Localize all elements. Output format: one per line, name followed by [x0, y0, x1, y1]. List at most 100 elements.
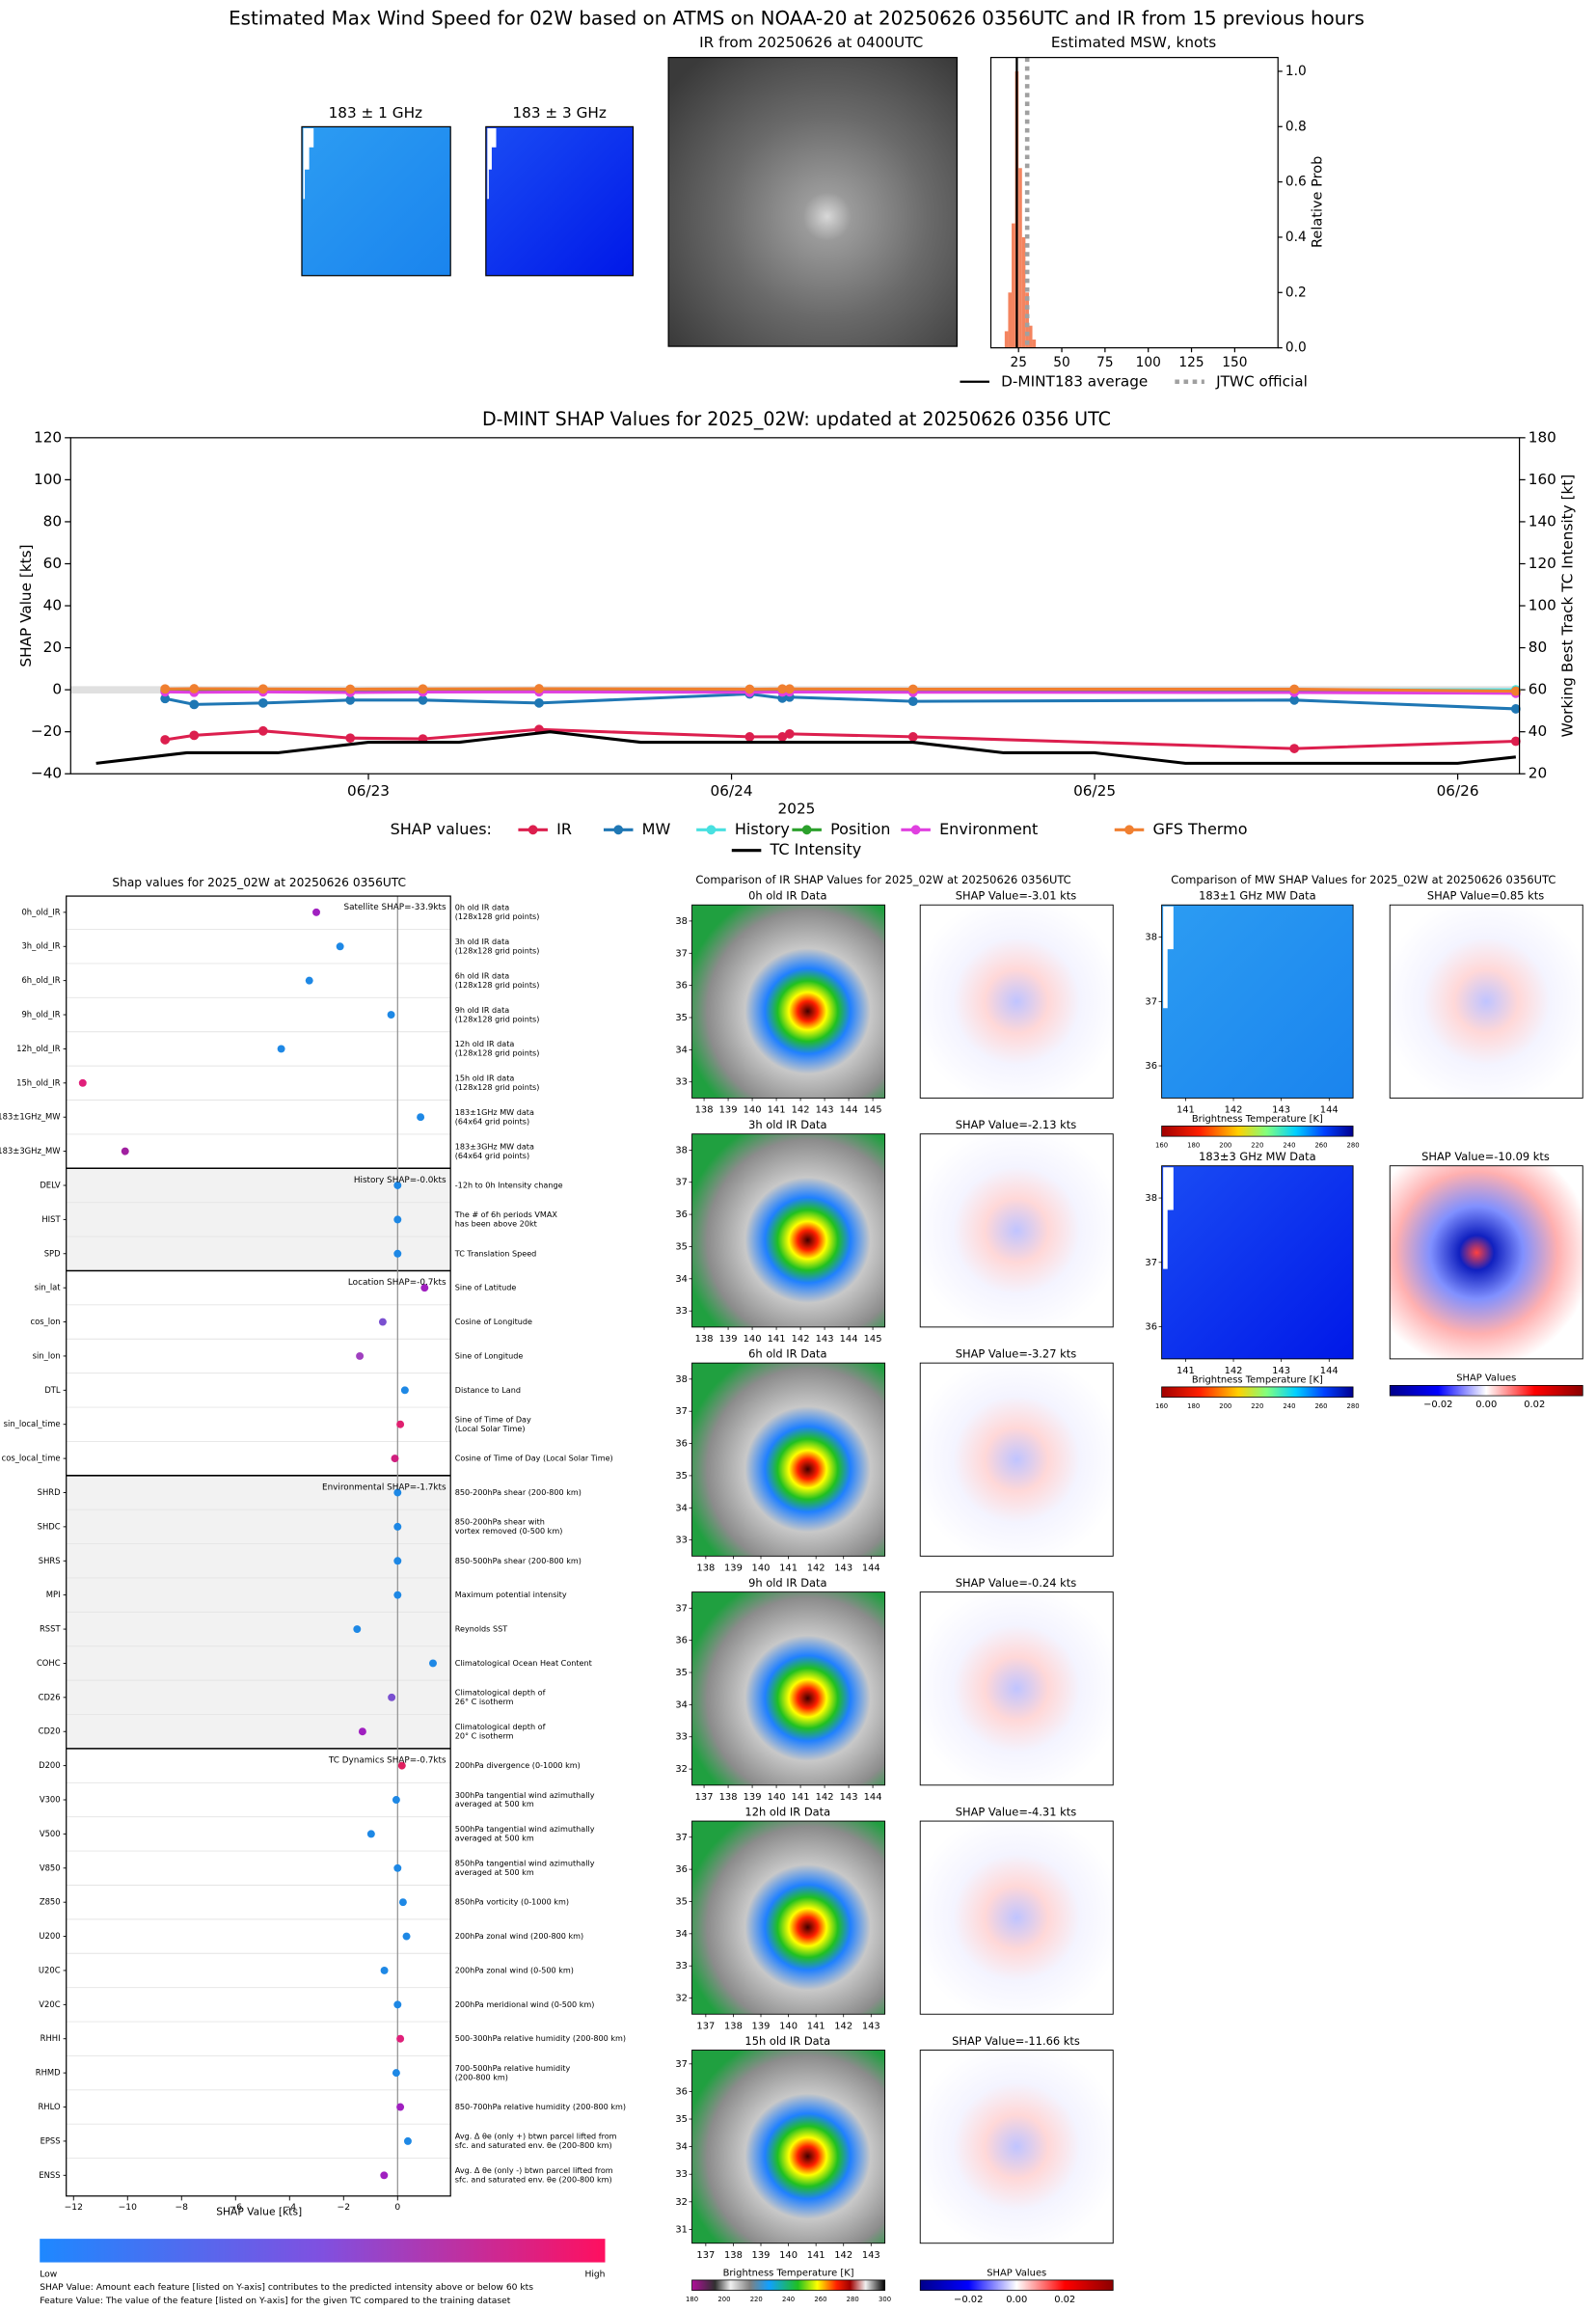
feature-description: (128x128 grid points)	[455, 911, 540, 921]
colorbar-title: SHAP Values	[987, 2268, 1046, 2278]
y-tick-label: 35	[675, 1896, 688, 1907]
y-tick-label: 38	[675, 916, 688, 927]
colorbar-tick-label: 160	[1155, 1141, 1168, 1149]
x-axis-label: SHAP Value [kts]	[216, 2206, 302, 2218]
shap-image	[919, 1133, 1114, 1328]
x-tick-label: 125	[1178, 355, 1204, 370]
colorbar-tick-label: 260	[1314, 1402, 1327, 1410]
feature-description: 183±1GHz MW data	[455, 1107, 534, 1117]
bar	[1008, 292, 1013, 348]
y-tick-label: 36	[1145, 1322, 1157, 1333]
feature-name: 15h_old_IR	[16, 1077, 61, 1087]
bar	[1021, 236, 1026, 348]
point	[418, 684, 428, 694]
legend-marker	[706, 825, 717, 835]
y-tick-label: 33	[675, 1732, 688, 1743]
feature-name: CD26	[39, 1692, 61, 1701]
feature-description: 500-300hPa relative humidity (200-800 km…	[455, 2033, 626, 2043]
y-tick-label: 33	[675, 2169, 688, 2180]
x-tick-label: 142	[834, 2250, 852, 2261]
feature-description: (128x128 grid points)	[455, 1048, 540, 1058]
feature-description: averaged at 500 km	[455, 1867, 534, 1877]
point	[777, 732, 788, 742]
y-tick-label: 35	[675, 1668, 688, 1678]
dot	[393, 1215, 402, 1224]
y-tick-label: 0.6	[1285, 175, 1307, 190]
dot	[396, 2103, 405, 2111]
y-tick-label: 36	[1145, 1061, 1157, 1072]
colorbar-tick-label: −0.02	[954, 2295, 983, 2305]
dot	[353, 1625, 362, 1634]
panel-title: 183±1 GHz MW Data	[1199, 889, 1316, 903]
x-tick-label: 100	[1136, 355, 1161, 370]
section-title: Comparison of MW SHAP Values for 2025_02…	[1171, 873, 1555, 886]
x-tick-label: 143	[862, 2021, 880, 2031]
y-tick-label: 0.8	[1285, 119, 1307, 134]
y-tick-label: 38	[675, 1145, 688, 1156]
feature-name: sin_lon	[33, 1350, 61, 1360]
mw-data-image	[1161, 904, 1354, 1099]
feature-description: Cosine of Longitude	[455, 1317, 532, 1326]
dot	[392, 2069, 400, 2078]
feature-description: 850hPa tangential wind azimuthally	[455, 1859, 595, 1868]
point	[160, 735, 171, 745]
x-tick-label: 141	[768, 1334, 786, 1345]
x-tick-label: 0	[394, 2202, 400, 2213]
dot	[393, 1863, 402, 1872]
x-tick-label: 143	[840, 1792, 858, 1803]
legend-label: Position	[830, 820, 890, 838]
feature-description: Sine of Time of Day	[455, 1414, 531, 1424]
point	[744, 732, 755, 742]
point	[907, 732, 918, 742]
point	[1289, 684, 1300, 694]
x-tick-label: 140	[768, 1792, 786, 1803]
feature-name: 183±1GHz_MW	[0, 1112, 61, 1122]
x-tick-label: 144	[1320, 1366, 1339, 1376]
legend-label: TC Intensity	[769, 840, 861, 858]
colorbar-tick-label: 0.02	[1054, 2295, 1075, 2305]
bar	[1012, 223, 1015, 348]
panel-title: 0h old IR Data	[748, 889, 826, 903]
feature-description: vortex removed (0-500 km)	[455, 1526, 563, 1536]
y-tick-label: 32	[675, 1994, 688, 2004]
colorbar-tick-label: 220	[750, 2296, 763, 2303]
feature-description: has been above 20kt	[455, 1219, 537, 1229]
y2-tick-label: 160	[1528, 471, 1556, 488]
x-tick-label: 143	[1272, 1105, 1290, 1116]
dot	[392, 1796, 400, 1804]
dot	[393, 1522, 402, 1531]
y-tick-label: 37	[675, 1406, 688, 1417]
image-title: 183 ± 3 GHz	[512, 104, 606, 122]
point	[1510, 704, 1521, 714]
feature-name: 12h_old_IR	[16, 1044, 61, 1053]
x-tick-label: −2	[338, 2202, 350, 2213]
point	[257, 697, 268, 708]
feature-name: COHC	[37, 1658, 61, 1668]
x-tick-label: 137	[696, 2021, 715, 2031]
x-tick-label: 138	[696, 1563, 715, 1574]
point	[907, 696, 918, 706]
y-tick-label: 38	[1145, 933, 1157, 943]
feature-description: 3h old IR data	[455, 937, 509, 946]
x-tick-label: 140	[752, 1563, 771, 1574]
x-tick-label: −12	[65, 2202, 83, 2213]
bar	[1025, 292, 1029, 348]
y-tick-label: 60	[43, 555, 62, 572]
x-tick-label: 06/24	[711, 782, 753, 800]
y-tick-label: 0	[52, 681, 62, 698]
y2-tick-label: 20	[1528, 765, 1547, 782]
x-tick-label: −8	[176, 2202, 189, 2213]
chart-title: Estimated MSW, knots	[1051, 34, 1216, 51]
y-tick-label: 36	[675, 2086, 688, 2097]
point	[189, 730, 200, 741]
legend-marker	[801, 825, 812, 835]
colorbar-title: Brightness Temperature [K]	[1192, 1114, 1323, 1125]
panel-title: 3h old IR Data	[748, 1118, 826, 1131]
y-tick-label: 33	[675, 1961, 688, 1971]
dot	[397, 1761, 406, 1770]
feature-description: TC Translation Speed	[454, 1248, 537, 1258]
colorbar-tick-label: −0.02	[1423, 1400, 1452, 1410]
colorbar-tick-label: 220	[1251, 1402, 1263, 1410]
dot	[378, 1318, 387, 1326]
